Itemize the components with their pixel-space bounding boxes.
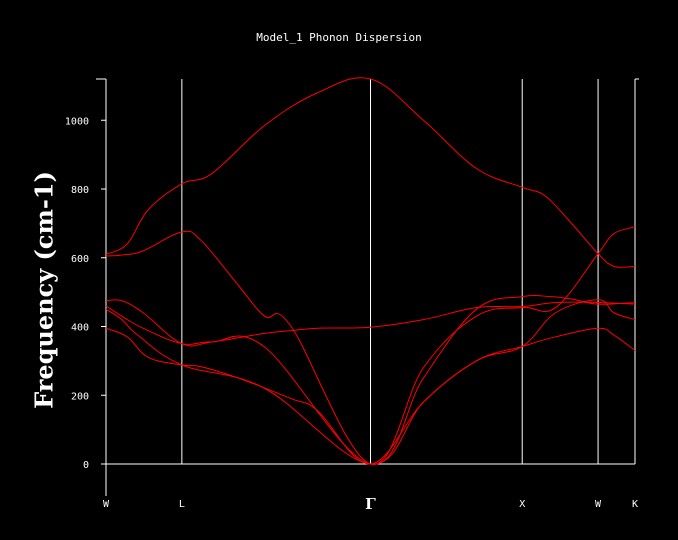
phonon-branch-1	[105, 77, 636, 268]
y-tick-label: 0	[83, 460, 89, 471]
phonon-branch-2	[105, 226, 636, 465]
chart-title: Model_1 Phonon Dispersion	[256, 31, 422, 44]
y-tick-label: 1000	[65, 116, 89, 127]
plot-frame	[96, 78, 639, 496]
x-tick-label: X	[519, 499, 525, 510]
x-tick-label: W	[103, 499, 110, 510]
phonon-branch-6	[105, 299, 636, 465]
x-tick-label: W	[595, 499, 602, 510]
y-tick-label: 600	[71, 254, 89, 265]
y-tick-label: 800	[71, 185, 89, 196]
y-axis-ticks: 0 200 400 600 800 1000	[65, 116, 106, 471]
phonon-branch-5	[105, 308, 636, 465]
phonon-branch-3	[105, 299, 636, 347]
y-tick-label: 400	[71, 323, 89, 334]
series-group	[105, 77, 636, 465]
high-symmetry-lines	[181, 79, 599, 464]
x-tick-label: L	[179, 499, 185, 510]
y-tick-label: 200	[71, 391, 89, 402]
phonon-branch-4	[105, 294, 636, 465]
x-tick-label: Γ	[365, 495, 376, 513]
x-tick-label: K	[632, 499, 638, 510]
